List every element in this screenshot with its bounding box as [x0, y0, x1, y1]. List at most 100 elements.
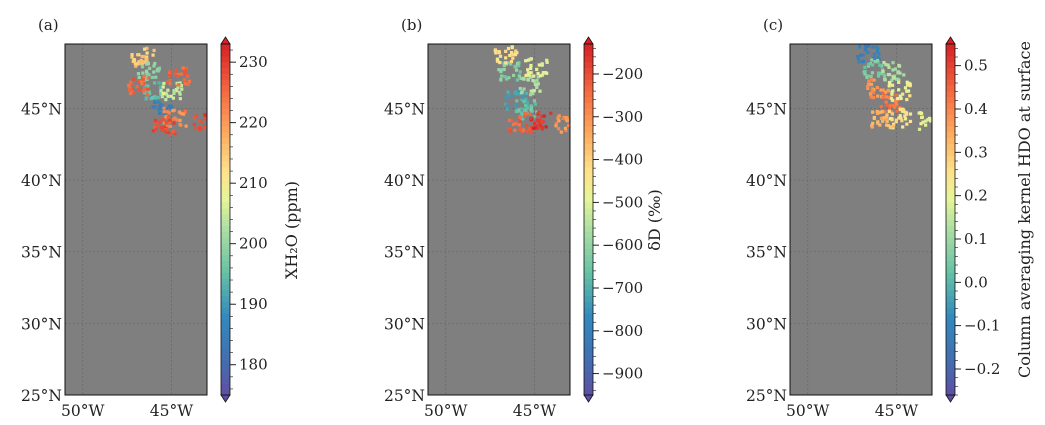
colorbar-segment: [584, 190, 593, 197]
data-point: [495, 50, 500, 54]
data-point: [168, 78, 172, 83]
data-point: [515, 99, 519, 103]
data-point: [505, 77, 509, 81]
data-point: [168, 82, 172, 86]
data-point: [890, 92, 894, 96]
data-point: [880, 110, 884, 114]
data-point: [192, 115, 197, 119]
data-point: [886, 123, 891, 128]
data-point: [542, 71, 546, 75]
data-point: [133, 61, 137, 66]
data-point: [865, 50, 869, 54]
data-point: [203, 117, 207, 121]
colorbar-segment: [946, 301, 955, 308]
data-point: [885, 123, 889, 127]
colorbar-segment: [946, 359, 955, 367]
data-point: [494, 51, 498, 55]
data-point: [132, 77, 136, 82]
data-point: [557, 119, 561, 123]
colorbar-tick-label: 0.3: [964, 143, 988, 161]
data-point: [134, 64, 138, 68]
colorbar-tick-label: −0.1: [964, 317, 1000, 335]
data-point: [540, 125, 544, 129]
ytick-label: 45°N: [384, 100, 425, 118]
data-point: [549, 111, 553, 115]
colorbar-segment: [221, 55, 230, 63]
data-point: [879, 88, 883, 92]
colorbar-segment: [946, 184, 955, 191]
colorbar-segment: [946, 330, 955, 338]
data-point: [879, 104, 883, 109]
colorbar-segment: [946, 260, 955, 267]
data-point: [892, 76, 896, 80]
data-point: [515, 61, 520, 66]
data-point: [511, 53, 515, 57]
data-point: [164, 121, 168, 125]
data-point: [149, 97, 153, 101]
data-point: [512, 73, 516, 78]
data-point: [877, 52, 881, 56]
data-point: [173, 116, 177, 120]
data-point: [144, 69, 149, 73]
data-point: [528, 93, 533, 97]
data-point: [924, 119, 928, 123]
data-point: [872, 56, 876, 60]
data-point: [928, 119, 933, 123]
data-point: [540, 127, 544, 131]
data-point: [891, 89, 895, 93]
data-point: [537, 63, 541, 67]
data-point: [878, 72, 882, 76]
colorbar-segment: [221, 307, 230, 314]
data-point: [883, 90, 887, 94]
colorbar-tick-label: 190: [239, 295, 268, 313]
data-point: [527, 73, 531, 77]
data-point: [881, 88, 885, 92]
data-point: [203, 113, 208, 117]
data-point: [153, 61, 157, 66]
data-point: [145, 55, 149, 59]
colorbar-segment: [584, 213, 593, 221]
data-point: [876, 94, 880, 98]
colorbar-segment: [946, 190, 955, 197]
colorbar-segment: [221, 295, 230, 302]
data-point: [183, 82, 187, 86]
data-point: [513, 128, 517, 132]
data-point: [881, 69, 885, 73]
data-point: [176, 85, 180, 90]
colorbar-segment: [221, 178, 230, 185]
data-point: [136, 72, 141, 76]
data-point: [869, 74, 873, 79]
data-point: [162, 106, 166, 110]
data-point: [529, 66, 533, 71]
data-point: [159, 91, 163, 95]
colorbar-segment: [946, 79, 955, 86]
colorbar-segment: [584, 73, 593, 80]
data-point: [879, 71, 884, 75]
data-point: [891, 103, 895, 107]
data-point: [890, 112, 894, 116]
colorbar-segment: [221, 301, 230, 308]
data-point: [881, 116, 886, 120]
data-point: [863, 70, 867, 74]
colorbar-segment: [946, 342, 955, 349]
data-point: [871, 110, 875, 114]
data-point: [165, 128, 169, 132]
data-point: [172, 130, 176, 134]
colorbar-segment: [946, 272, 955, 279]
data-point: [896, 96, 900, 101]
data-point: [884, 63, 888, 67]
data-point: [502, 67, 506, 72]
colorbar-extend-min: [220, 394, 231, 403]
colorbar-tick-label: −400: [602, 151, 643, 169]
colorbar-segment: [221, 318, 230, 326]
data-point: [138, 62, 142, 66]
data-point: [517, 108, 521, 112]
data-point: [891, 61, 895, 65]
data-point: [135, 85, 139, 89]
data-point: [172, 121, 176, 125]
data-point: [870, 125, 874, 129]
colorbar-segment: [221, 248, 230, 256]
data-point: [141, 71, 145, 75]
colorbar-segment: [946, 324, 955, 332]
data-point: [186, 82, 190, 87]
